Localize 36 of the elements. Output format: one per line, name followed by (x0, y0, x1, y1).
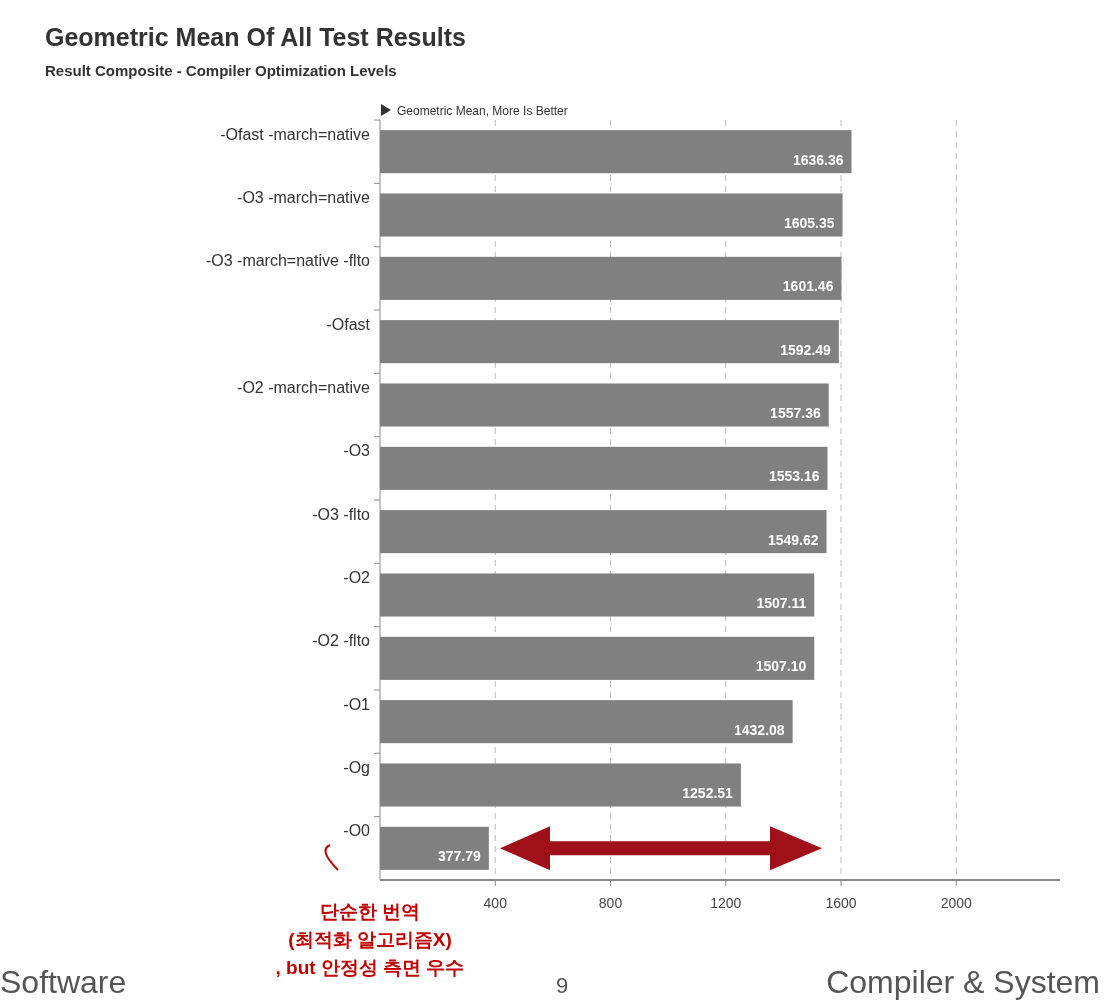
text: Geometric Mean, More Is Better (397, 104, 568, 118)
text: Compiler & System (826, 964, 1100, 1000)
data-label: 1592.49 (780, 341, 832, 358)
data-label: 1553.16 (768, 468, 820, 485)
text: Software (0, 964, 127, 1000)
y-tick-label: -Og (343, 759, 370, 776)
y-tick-label: -O3 -march=native -flto (205, 252, 371, 270)
y-tick-label: -O0 (343, 822, 371, 840)
data-label: 1557.36 (770, 405, 821, 421)
x-tick-label: 400 (483, 895, 508, 911)
data-label: 1636.36 (792, 151, 844, 168)
data-label: 377.79 (438, 848, 482, 865)
data-label: 1507.10 (755, 658, 807, 675)
y-tick-label: -O3 -march=native (237, 189, 371, 206)
y-tick-label: -O2 (343, 569, 371, 586)
data-label: 1432.08 (734, 721, 785, 738)
text: Result Composite - Compiler Optimization Levels (45, 62, 397, 79)
data-label: 1605.35 (783, 215, 835, 231)
x-tick-label: 1200 (710, 895, 742, 911)
chart-title: Geometric Mean Of All Test Results (45, 23, 466, 51)
y-tick-label: -O3 -flto (312, 505, 371, 523)
data-label: 1507.11 (756, 595, 807, 611)
x-tick-label: 1600 (825, 895, 857, 911)
data-label: 1601.46 (782, 278, 834, 295)
text: 9 (555, 973, 569, 998)
data-label: 1549.62 (767, 531, 819, 548)
y-tick-label: -O3 (343, 442, 371, 460)
y-tick-label: -O1 (343, 695, 371, 713)
x-tick-label: 800 (598, 895, 623, 911)
text: 단순한 번역 (최적화 알고리즘X) , but 안정성 측면 우수 (275, 901, 465, 978)
data-label: 1252.51 (682, 785, 734, 801)
y-tick-label: -Ofast (326, 315, 371, 333)
x-tick-label: 2000 (940, 895, 973, 911)
y-tick-label: -O2 -flto (312, 632, 371, 650)
y-tick-label: -O2 -march=native (237, 379, 371, 396)
y-tick-label: -Ofast -march=native (220, 125, 371, 143)
